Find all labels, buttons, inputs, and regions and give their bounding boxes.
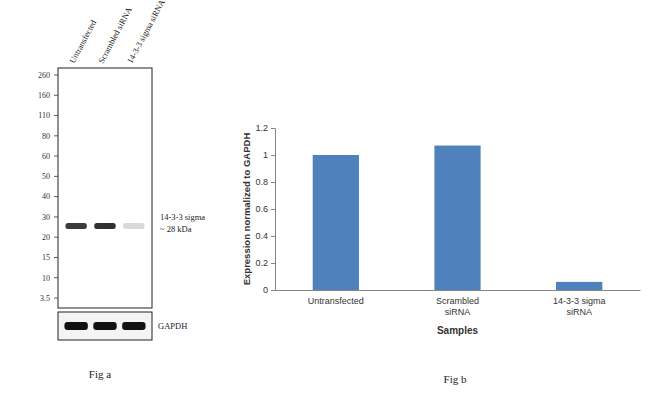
y-tick-label: 0.8 (255, 177, 268, 187)
y-tick: 1 (263, 150, 275, 160)
marker-label: 20 (42, 233, 50, 242)
loading-band (93, 322, 116, 330)
bar (556, 282, 602, 290)
marker-tick (54, 115, 58, 116)
marker-tick (54, 257, 58, 258)
marker-label: 15 (42, 253, 50, 262)
y-tick-mark (271, 182, 275, 183)
target-band (65, 223, 86, 229)
x-axis-line (276, 290, 641, 291)
marker-label: 60 (42, 152, 50, 161)
blot: 260 160 110 80 60 50 40 30 20 15 10 3.5 Untransfecte… (38, 0, 205, 340)
y-tick-mark (271, 263, 275, 264)
lane-label: 14-3-3 sigma siRNA (125, 0, 167, 65)
x-tick: 14-3-3 sigmasiRNA (553, 290, 606, 317)
loading-frame (58, 312, 152, 340)
marker-tick (54, 156, 58, 157)
marker-label: 40 (42, 192, 50, 201)
marker-tick (54, 298, 58, 299)
figure: 26016011080605040302015103.5Untransfecte… (0, 0, 650, 406)
bars (313, 146, 603, 290)
y-axis: 0 0.2 0.4 0.6 0.8 1 1.2 (255, 123, 275, 295)
y-axis-title: Expression normalized to GAPDH (241, 133, 252, 286)
marker-tick (54, 237, 58, 238)
y-tick: 0.2 (255, 258, 275, 268)
y-tick: 0.6 (255, 204, 275, 214)
marker-tick (54, 277, 58, 278)
x-tick: ScrambledsiRNA (436, 290, 479, 317)
y-tick-label: 0.6 (255, 204, 268, 214)
x-tick: Untransfected (308, 290, 364, 306)
x-tick-label-line: siRNA (445, 307, 471, 317)
marker-tick (54, 216, 58, 217)
loading-band (122, 322, 145, 330)
x-tick-label-line: siRNA (566, 307, 592, 317)
marker-tick (54, 95, 58, 96)
marker-label: 80 (42, 132, 50, 141)
marker-tick (54, 196, 58, 197)
y-tick-label: 1.2 (255, 123, 268, 133)
marker-label: 30 (42, 213, 50, 222)
y-tick-mark (271, 128, 275, 129)
marker-label: 10 (42, 274, 50, 283)
x-tick-label-line: Scrambled (436, 296, 479, 306)
marker-tick (54, 75, 58, 76)
caption: Fig a (89, 368, 111, 380)
x-tick-label: Untransfected (308, 296, 364, 306)
marker-label: 160 (38, 91, 50, 100)
target-band (94, 223, 115, 229)
y-tick-mark (271, 209, 275, 210)
y-tick: 0 (263, 285, 275, 295)
marker-tick (54, 176, 58, 177)
target-label: 14-3-3 sigma (160, 212, 205, 222)
caption: Fig b (444, 373, 467, 385)
x-tick-label-line: Untransfected (308, 296, 364, 306)
y-axis-line (271, 129, 276, 291)
y-tick: 1.2 (255, 123, 275, 133)
y-tick-mark (271, 290, 275, 291)
bar (434, 146, 480, 290)
bar (313, 155, 359, 290)
marker-label: 260 (38, 71, 50, 80)
x-tick-label: ScrambledsiRNA (436, 296, 479, 317)
lane-label: Untransfected (67, 17, 99, 64)
marker-label: 3.5 (40, 294, 50, 303)
x-tick-label-line: 14-3-3 sigma (553, 296, 606, 306)
y-tick: 0.8 (255, 177, 275, 187)
loading-band (64, 322, 87, 330)
blot-frame (58, 68, 152, 308)
marker-label: 110 (38, 111, 50, 120)
x-axis-title: Samples (437, 325, 479, 336)
loading-label: GAPDH (158, 321, 187, 331)
marker-label: 50 (42, 172, 50, 181)
target-label: ~ 28 kDa (160, 224, 192, 234)
y-tick-label: 0.4 (255, 231, 268, 241)
y-tick-label: 0 (263, 285, 268, 295)
y-tick-mark (271, 236, 275, 237)
x-axis: UntransfectedScrambledsiRNA14-3-3 sigmas… (276, 290, 641, 317)
y-tick: 0.4 (255, 231, 275, 241)
y-tick-mark (271, 155, 275, 156)
y-tick-label: 0.2 (255, 258, 268, 268)
target-band (123, 223, 144, 229)
x-tick-label: 14-3-3 sigmasiRNA (553, 296, 606, 317)
marker-tick (54, 135, 58, 136)
y-tick-label: 1 (263, 150, 268, 160)
